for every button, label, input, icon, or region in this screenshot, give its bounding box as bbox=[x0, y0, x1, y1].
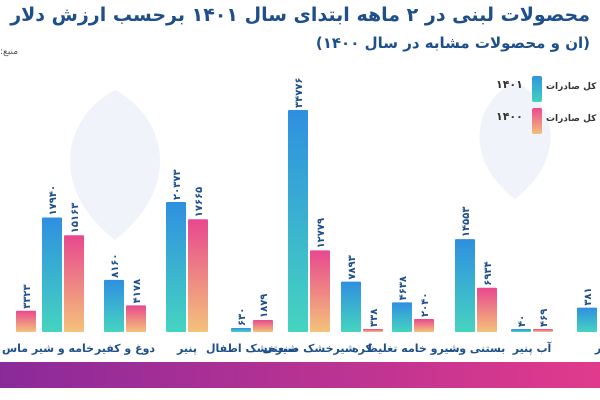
value-label-1401: ۸۱۶۰ bbox=[110, 253, 121, 277]
bar-1401 bbox=[288, 110, 308, 332]
value-label-1400: ۱۷۶۶۵ bbox=[194, 187, 205, 218]
bar-1400 bbox=[126, 305, 146, 332]
value-label-1400: ۴۶۹ bbox=[539, 309, 550, 327]
value-label-1400: ۱۸۷۹ bbox=[259, 294, 270, 318]
bar-1401 bbox=[231, 327, 251, 332]
bar-1401 bbox=[577, 307, 597, 332]
value-label-1401: ۱۷۹۴۰ bbox=[48, 185, 59, 216]
value-label-1400: ۳۳۲۳ bbox=[22, 284, 33, 308]
value-label-1401: ۳۸۱ bbox=[583, 287, 594, 305]
category-label: کره bbox=[352, 342, 372, 355]
bar-1401 bbox=[341, 281, 361, 332]
bar-1401 bbox=[455, 239, 475, 332]
bar-1400 bbox=[310, 250, 330, 332]
value-label-1401: ۳۴۷۷۶ bbox=[294, 77, 305, 108]
legend-year-1401: ۱۴۰۱ bbox=[496, 78, 523, 91]
value-label-1401: ۶۳۰ bbox=[237, 308, 248, 326]
bar-1400 bbox=[414, 318, 434, 332]
value-label-1401: ۷۸۹۳ bbox=[347, 255, 358, 279]
source-label: منبع: bbox=[0, 47, 19, 57]
value-label-1400: ۲۰۴۰ bbox=[420, 293, 431, 317]
bar-1400 bbox=[16, 310, 36, 332]
value-label-1400: ۶۹۳۴ bbox=[483, 261, 494, 285]
value-label-1400: ۳۳۸ bbox=[369, 309, 380, 327]
category-label: شیرخشک اطفال bbox=[206, 342, 298, 355]
bar-1400 bbox=[253, 320, 273, 332]
value-label-1401: ۴۰ bbox=[517, 315, 528, 327]
bar-1400 bbox=[533, 329, 553, 332]
value-label-1400: ۴۱۷۸ bbox=[132, 279, 143, 303]
category-label: پنیر bbox=[176, 342, 197, 355]
value-label-1401: ۱۴۵۵۳ bbox=[461, 207, 472, 238]
category-label: آب پنیر bbox=[512, 341, 552, 355]
legend-swatch-1400 bbox=[532, 108, 542, 134]
bar-1400 bbox=[188, 219, 208, 332]
value-label-1400: ۱۲۷۷۹ bbox=[316, 218, 327, 249]
category-label: ر bbox=[594, 342, 600, 355]
watermark-emblem-left bbox=[69, 90, 161, 240]
bottom-band bbox=[0, 362, 600, 388]
value-label-1401: ۲۰۳۷۳ bbox=[172, 169, 183, 200]
bar-1400 bbox=[363, 329, 383, 332]
bar-1401 bbox=[166, 201, 186, 332]
value-label-1401: ۴۶۳۸ bbox=[398, 276, 409, 300]
bar-1401 bbox=[392, 302, 412, 332]
legend-label-1400: ارزش کل صادرات bbox=[546, 114, 600, 124]
category-label: بستنی و... bbox=[447, 342, 506, 355]
chart-title: محصولات لبنی در ۲ ماهه ابتدای سال ۱۴۰۱ ب… bbox=[10, 4, 590, 26]
legend-label-1401: ارزش کل صادرات bbox=[546, 82, 600, 92]
category-label: خامه و شیر bbox=[31, 342, 94, 355]
chart-subtitle: (ان و محصولات مشابه در سال ۱۴۰۰) bbox=[315, 34, 590, 52]
legend: ۱۴۰۱ ارزش کل صادرات ۱۴۰۰ ارزش کل صادرات bbox=[496, 76, 600, 136]
legend-item-1401: ۱۴۰۱ ارزش کل صادرات bbox=[496, 76, 600, 104]
bar-1401 bbox=[104, 279, 124, 332]
bar-1400 bbox=[64, 235, 84, 332]
legend-year-1400: ۱۴۰۰ bbox=[496, 110, 523, 123]
legend-swatch-1401 bbox=[532, 76, 542, 102]
bar-1401 bbox=[42, 217, 62, 332]
category-label: شیرخشک صنعتی bbox=[262, 342, 355, 355]
category-label: دوغ و کفیر bbox=[94, 342, 155, 355]
legend-item-1400: ۱۴۰۰ ارزش کل صادرات bbox=[496, 108, 600, 136]
value-label-1400: ۱۵۱۶۳ bbox=[70, 203, 81, 234]
category-label: شیرو خامه تغلیظ bbox=[366, 342, 459, 355]
bar-1401 bbox=[511, 329, 531, 332]
category-label: ماس bbox=[2, 342, 28, 355]
bar-1400 bbox=[477, 287, 497, 332]
